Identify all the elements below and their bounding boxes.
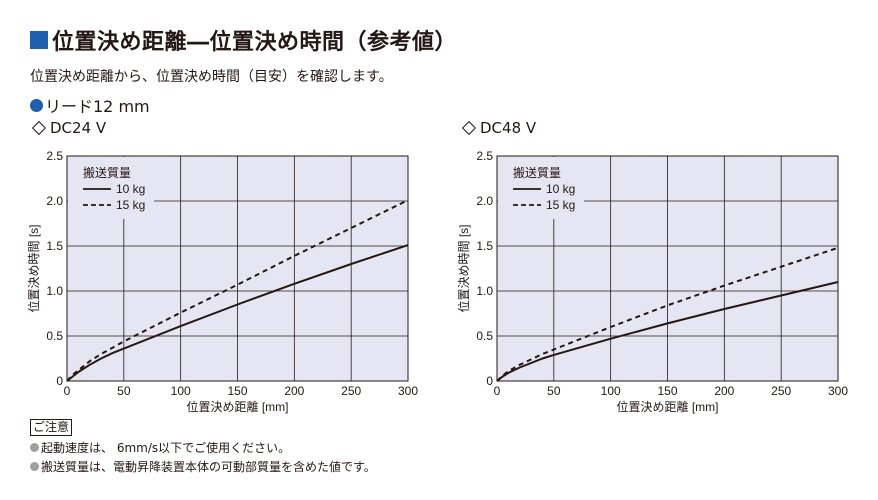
chart-2-title: DC48 V: [480, 119, 537, 137]
y-tick-label: 2.0: [46, 194, 63, 208]
x-tick-label: 0: [494, 384, 501, 398]
chart-dc48v: 0 50 100 150 200 250 300 0 0.5 1.0 1.5 2.0 2.5 搬送質量 10…: [456, 149, 848, 414]
legend-background: [68, 157, 154, 219]
y-tick-label: 0: [486, 374, 493, 388]
x-axis-label: 位置決め距離 [mm]: [187, 399, 289, 414]
y-tick-label: 0.5: [476, 329, 493, 343]
x-tick-label: 250: [771, 384, 791, 398]
series-line: [496, 246, 839, 382]
legend-label: 10 kg: [116, 182, 145, 196]
x-tick-label: 100: [171, 384, 191, 398]
page-title: 位置決め距離―位置決め時間（参考値）: [30, 24, 457, 56]
diamond-icon: [461, 120, 477, 136]
plot-frame: [66, 155, 409, 382]
diamond-icon: [31, 120, 47, 136]
y-tick-label: 0: [56, 374, 63, 388]
y-tick-label: 1.0: [46, 284, 63, 298]
x-tick-label: 300: [828, 384, 848, 398]
chart-1-title: DC24 V: [50, 119, 107, 137]
section-heading: リード12 mm: [30, 93, 150, 117]
x-tick-label: 200: [284, 384, 304, 398]
chart-1-heading: DC24 V: [30, 119, 106, 137]
y-axis-label: 位置決め時間 [s]: [26, 224, 41, 312]
y-tick-label: 0.5: [46, 329, 63, 343]
x-tick-label: 300: [398, 384, 418, 398]
note-text: 搬送質量は、電動昇降装置本体の可動部質量を含めた値です。: [41, 460, 376, 474]
note-text: 起動速度は、 6mm/s以下でご使用ください。: [41, 441, 291, 455]
gray-bullet-icon: [30, 462, 39, 471]
series-line: [66, 244, 409, 382]
title-square-icon: [30, 31, 48, 49]
legend-label: 10 kg: [546, 182, 575, 196]
x-tick-label: 50: [117, 384, 131, 398]
section-label: リード12 mm: [45, 97, 150, 116]
note-item: 搬送質量は、電動昇降装置本体の可動部質量を含めた値です。: [30, 458, 376, 475]
chart-dc24v: 0 50 100 150 200 250 300 0 0.5 1.0 1.5 2.0 2.5 搬送質量 10…: [26, 149, 418, 414]
series-line: [496, 281, 839, 382]
y-tick-label: 1.5: [476, 239, 493, 253]
x-tick-label: 150: [227, 384, 247, 398]
page-title-text: 位置決め距離―位置決め時間（参考値）: [52, 30, 458, 55]
x-tick-label: 100: [601, 384, 621, 398]
y-tick-label: 2.5: [476, 149, 493, 163]
x-tick-label: 50: [547, 384, 561, 398]
y-axis-label: 位置決め時間 [s]: [456, 224, 471, 312]
legend-title: 搬送質量: [83, 165, 131, 180]
x-tick-label: 0: [64, 384, 71, 398]
y-tick-label: 1.0: [476, 284, 493, 298]
legend-label: 15 kg: [116, 198, 145, 212]
legend-label: 15 kg: [546, 198, 575, 212]
gray-bullet-icon: [30, 443, 39, 452]
y-tick-label: 2.0: [476, 194, 493, 208]
legend-title: 搬送質量: [513, 165, 561, 180]
bullet-dot-icon: [30, 98, 43, 112]
x-axis-label: 位置決め距離 [mm]: [617, 399, 719, 414]
x-tick-label: 200: [714, 384, 734, 398]
chart-2-heading: DC48 V: [460, 119, 536, 137]
series-line: [66, 199, 409, 382]
x-tick-label: 150: [657, 384, 677, 398]
y-tick-label: 2.5: [46, 149, 63, 163]
plot-frame: [496, 155, 839, 382]
page-description: 位置決め距離から、位置決め時間（目安）を確認します。: [30, 69, 393, 85]
note-item: 起動速度は、 6mm/s以下でご使用ください。: [30, 439, 290, 456]
y-tick-label: 1.5: [46, 239, 63, 253]
x-tick-label: 250: [341, 384, 361, 398]
legend-background: [498, 157, 584, 219]
notes-heading: ご注意: [30, 419, 73, 436]
